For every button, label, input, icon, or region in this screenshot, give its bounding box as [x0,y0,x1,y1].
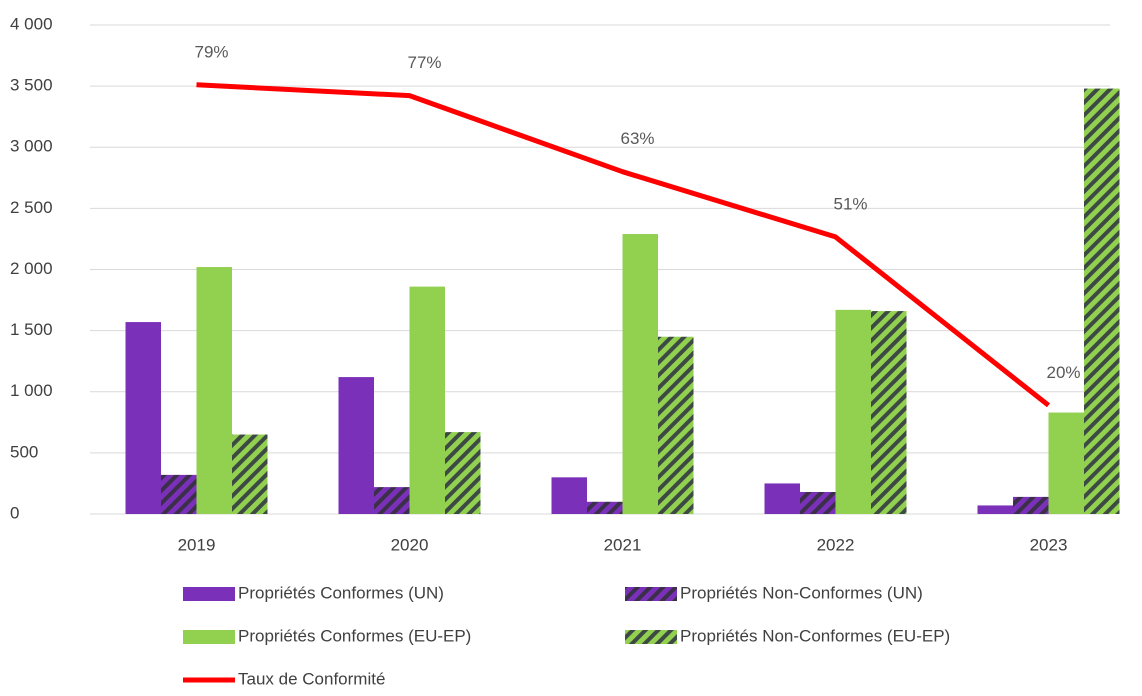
y-tick-label: 1 500 [10,320,53,339]
x-tick-label: 2019 [178,535,216,554]
y-tick-label: 3 500 [10,76,53,95]
y-tick-label: 1 000 [10,381,53,400]
bar [622,234,658,515]
y-tick-label: 500 [10,442,38,461]
data-label: 77% [407,53,441,72]
legend-label: Propriétés Non-Conformes (EU-EP) [680,626,950,645]
y-tick-label: 0 [10,503,19,522]
data-label: 63% [620,129,654,148]
legend-label: Taux de Conformité [238,669,385,688]
legend-label: Propriétés Conformes (UN) [238,583,444,602]
bar [161,474,197,514]
y-tick-label: 4 000 [10,14,53,33]
x-tick-label: 2021 [604,535,642,554]
y-tick-label: 2 500 [10,198,53,217]
legend-swatch [625,587,677,601]
legend-label: Propriétés Conformes (EU-EP) [238,626,471,645]
data-label: 20% [1046,363,1080,382]
y-tick-label: 3 000 [10,137,53,156]
data-label: 51% [833,194,867,213]
bar [551,477,587,514]
bar [977,505,1013,514]
bar [587,501,623,514]
data-label: 79% [194,42,228,61]
bar [1084,88,1120,514]
y-tick-label: 2 000 [10,259,53,278]
bar [800,491,836,514]
line [196,82,1051,408]
bar [445,432,481,514]
bar [835,309,871,514]
bar [409,286,445,514]
x-tick-label: 2023 [1030,535,1068,554]
bar [1013,496,1049,514]
bar [764,483,800,514]
legend-swatch [183,587,235,601]
legend-swatch [625,630,677,644]
legend-label: Propriétés Non-Conformes (UN) [680,583,923,602]
legend-swatch [183,630,235,644]
bar [658,336,694,514]
bar [196,267,232,514]
x-tick-label: 2022 [817,535,855,554]
bar [125,322,161,514]
x-tick-label: 2020 [391,535,429,554]
bar [374,487,410,514]
bar [338,377,374,514]
bar [1048,412,1084,514]
bar [232,434,268,514]
bar [871,311,907,514]
